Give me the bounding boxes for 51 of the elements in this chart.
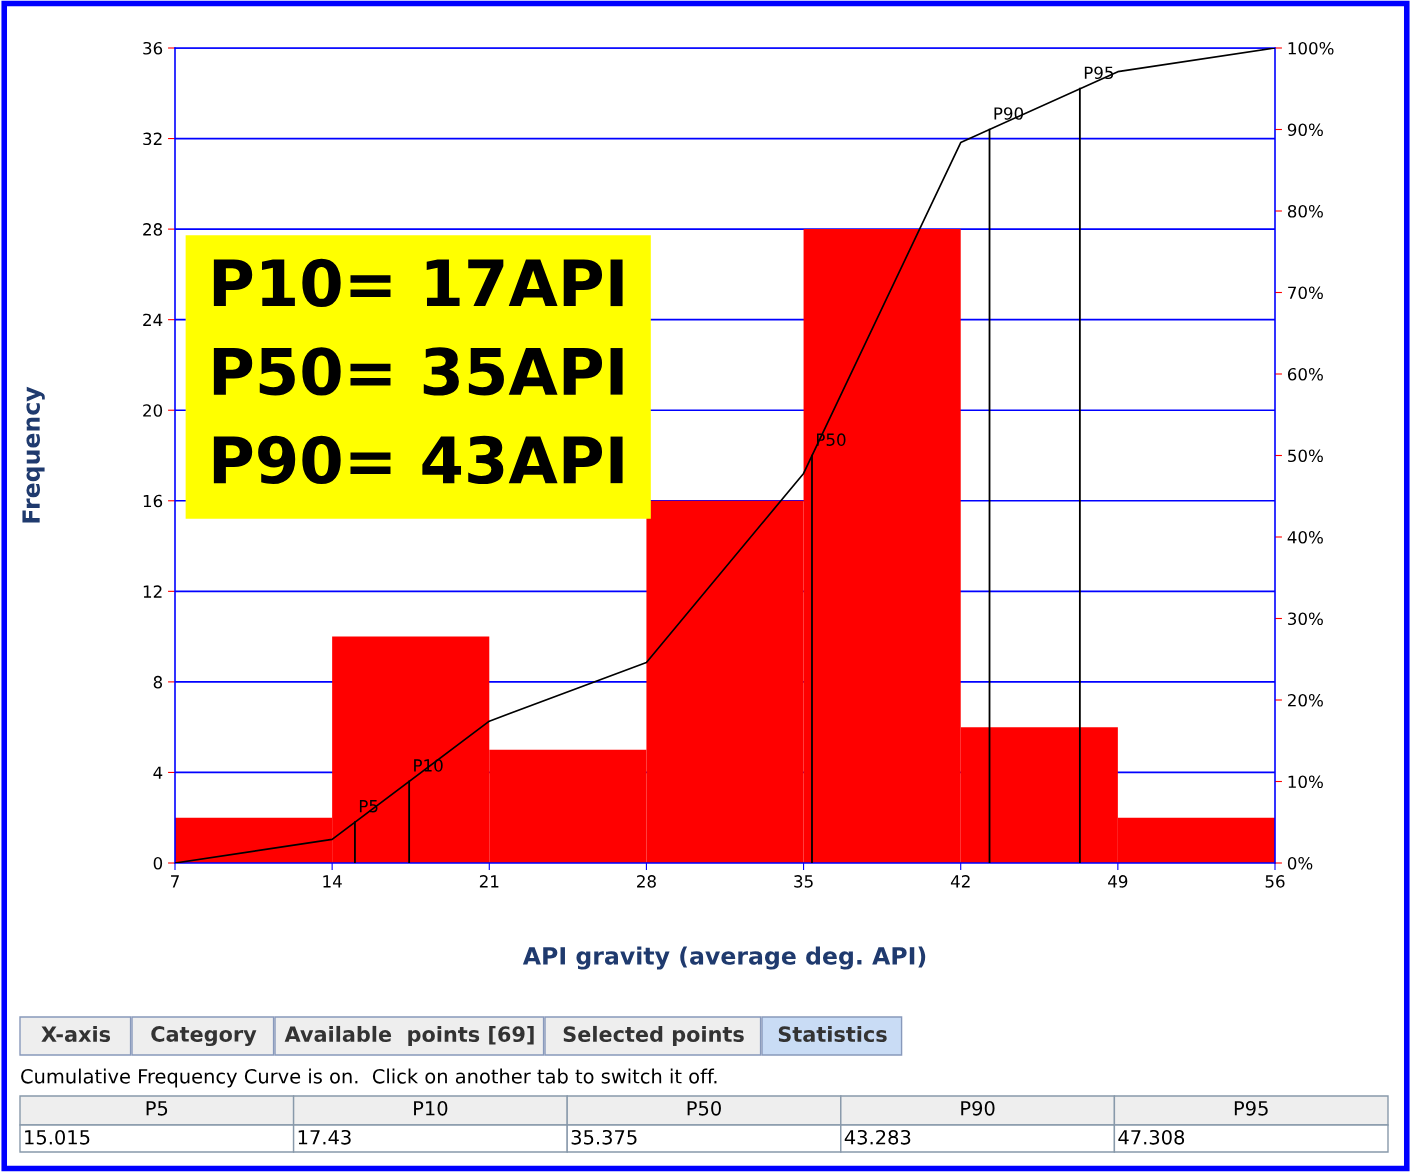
y-tick-label: 12 xyxy=(143,585,162,598)
y-tick-label: 20 xyxy=(143,404,163,417)
text: P10 xyxy=(414,1100,448,1116)
text: P90 xyxy=(961,1100,995,1116)
y-tick-label: 36 xyxy=(143,41,163,55)
y-tick-label: 28 xyxy=(143,223,163,236)
x-tick-label: 42 xyxy=(950,875,970,888)
y2-tick-label: 30% xyxy=(1288,612,1323,626)
y2-tick-label: 60% xyxy=(1287,367,1323,381)
ref-line-label: P95 xyxy=(1084,66,1114,80)
text: P5 xyxy=(146,1101,168,1116)
x-axis-title: API gravity (average deg. API) xyxy=(522,946,926,970)
text: Available points [69] xyxy=(284,1025,534,1047)
text: 15.015 xyxy=(25,1129,90,1145)
y2-tick-label: 20% xyxy=(1288,693,1323,707)
x-tick-label: 35 xyxy=(794,875,813,888)
y-tick-label: 32 xyxy=(143,132,162,146)
y2-tick-label: 80% xyxy=(1287,204,1323,218)
y-tick-label: 24 xyxy=(143,313,163,326)
text: 43.283 xyxy=(844,1129,911,1145)
y-axis-title: Frequency xyxy=(22,386,45,523)
y2-tick-label: 100% xyxy=(1288,41,1334,55)
x-tick-label: 28 xyxy=(637,875,656,888)
x-tick-label: 7 xyxy=(171,875,179,888)
x-tick-label: 56 xyxy=(1265,875,1285,888)
y-tick-label: 8 xyxy=(153,675,163,689)
y-tick-label: 0 xyxy=(153,856,163,870)
y-tick-label: 16 xyxy=(143,494,163,508)
x-tick-label: 21 xyxy=(479,875,499,888)
y2-tick-label: 40% xyxy=(1287,530,1323,544)
ref-line-label: P5 xyxy=(359,800,378,813)
text: Cumulative Frequency Curve is on. Click on another tab to switch it off. xyxy=(21,1068,717,1088)
annotation: P10= 17API P50= 35API P90= 43API xyxy=(213,258,623,485)
text: Category xyxy=(151,1026,257,1047)
y2-tick-label: 50% xyxy=(1288,449,1323,463)
ref-line-label: P90 xyxy=(994,107,1024,120)
text: 35.375 xyxy=(571,1129,637,1145)
text: 17.43 xyxy=(298,1129,351,1145)
y2-tick-label: 0% xyxy=(1287,856,1313,870)
text: P95 xyxy=(1234,1100,1268,1116)
y2-tick-label: 70% xyxy=(1288,286,1323,300)
x-tick-label: 49 xyxy=(1108,875,1128,888)
text: X-axis xyxy=(41,1025,111,1043)
y-tick-label: 4 xyxy=(153,766,163,779)
y2-tick-label: 10% xyxy=(1288,775,1323,789)
text: Statistics xyxy=(778,1025,887,1043)
y2-tick-label: 90% xyxy=(1287,123,1323,137)
x-tick-label: 14 xyxy=(323,875,342,888)
text: P50 xyxy=(687,1100,721,1116)
text: Selected points xyxy=(563,1025,744,1047)
text: 47.308 xyxy=(1118,1129,1185,1145)
